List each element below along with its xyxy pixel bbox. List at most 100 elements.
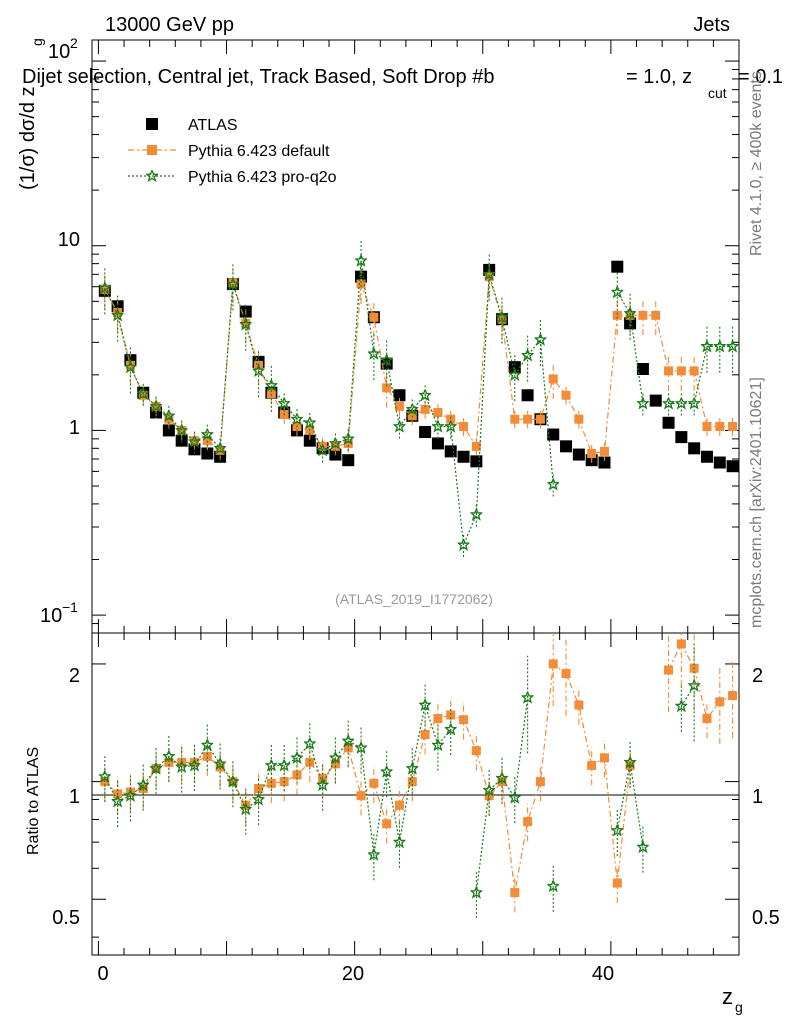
atlas-point (713, 456, 726, 469)
atlas-point (431, 437, 444, 450)
atlas-point (393, 389, 406, 402)
default-point (702, 422, 712, 432)
main-ytick-label-10: 10 (58, 229, 80, 251)
default-point (446, 414, 456, 424)
xtick-label-40: 40 (592, 963, 614, 985)
atlas-point (572, 448, 585, 461)
ratio-default-point (215, 762, 225, 772)
default-point (471, 441, 481, 451)
ratio-ytick-label-1: 1 (69, 786, 80, 808)
main-y-ticks (92, 60, 739, 634)
ratio-default-point (356, 791, 366, 801)
default-point (664, 366, 674, 376)
atlas-point (649, 394, 662, 407)
atlas-point (636, 363, 649, 376)
atlas-point (598, 456, 611, 469)
ratio-default-point (330, 759, 340, 769)
legend-label-atlas: ATLAS (188, 117, 238, 134)
ratio-default-point (574, 700, 584, 710)
pro-q2o-line (104, 260, 554, 548)
ratio-pro-q2o-point (265, 759, 278, 771)
atlas-point (521, 389, 534, 402)
ratio-default-point (587, 760, 597, 770)
atlas-point (675, 431, 688, 444)
atlas-point (162, 424, 175, 437)
default-point (241, 318, 251, 328)
default-point (574, 414, 584, 424)
legend-label-default: Pythia 6.423 default (188, 143, 330, 160)
ratio-default-point (676, 639, 686, 649)
default-point (728, 422, 738, 432)
default-point (651, 310, 661, 320)
ratio-default-point (369, 778, 379, 788)
beta-param-label: = 1.0, z (626, 66, 692, 88)
ratio-default-point (446, 710, 456, 720)
zcut-subscript: cut (708, 85, 727, 101)
ytick-exp: −1 (62, 599, 78, 615)
analysis-tag: (ATLAS_2019_I1772062) (335, 591, 493, 607)
ratio-ytick-label-2-right: 2 (752, 665, 763, 687)
legend-marker-default (147, 145, 157, 155)
ratio-default-point (715, 697, 725, 707)
ratio-default-line (104, 662, 631, 893)
rivet-label: Rivet 4.1.0, ≥ 400k events (748, 71, 765, 256)
y-axis-title-subscript: g (29, 38, 45, 46)
default-point (715, 422, 725, 432)
default-point (510, 414, 520, 424)
atlas-point (560, 440, 573, 453)
ratio-default-point (599, 753, 609, 763)
default-point (548, 374, 558, 384)
default-point (638, 310, 648, 320)
atlas-point (547, 428, 560, 441)
atlas-point (662, 416, 675, 429)
ratio-pro-q2o-line (104, 702, 452, 855)
ratio-default-point (420, 729, 430, 739)
default-point (420, 404, 430, 414)
default-point (459, 422, 469, 432)
ratio-default-point (305, 757, 315, 767)
ratio-default-point (664, 665, 674, 675)
ratio-default-point (138, 784, 148, 794)
ratio-default-point (164, 757, 174, 767)
pro-q2o-point (611, 286, 624, 298)
default-point (394, 401, 404, 411)
default-point (523, 414, 533, 424)
ratio-default-line (667, 642, 733, 720)
ratio-ytick-label-0.5: 0.5 (52, 907, 80, 929)
ratio-default-point (433, 714, 443, 724)
ratio-layer (98, 633, 738, 919)
atlas-point (419, 426, 432, 439)
default-point (433, 408, 443, 418)
zcut-value-label: = 0.1 (738, 66, 783, 88)
default-point (266, 389, 276, 399)
atlas-point (457, 450, 470, 463)
pro-q2o-point (534, 333, 547, 345)
category-label: Jets (693, 14, 730, 36)
main-y-axis-label: (1/σ) dσ/d z g (17, 38, 45, 190)
energy-label: 13000 GeV pp (105, 14, 234, 36)
atlas-point (470, 455, 483, 468)
default-point (356, 279, 366, 289)
ratio-default-point (523, 817, 533, 827)
ratio-default-point (202, 751, 212, 761)
default-point (561, 390, 571, 400)
ratio-default-point (459, 715, 469, 725)
default-point (369, 312, 379, 322)
atlas-point (342, 454, 355, 467)
ratio-y-ticks (92, 663, 739, 938)
default-point (228, 278, 238, 288)
series-layer (98, 240, 739, 557)
main-ytick-label-100: 10 2 (48, 35, 78, 63)
ratio-y-axis-label: Ratio to ATLAS (25, 747, 42, 855)
ytick-exp: 2 (70, 35, 78, 51)
ratio-default-point (382, 819, 392, 829)
ytick-base: 10 (48, 41, 70, 63)
default-point (612, 310, 622, 320)
atlas-point (700, 450, 713, 463)
ratio-default-point (728, 691, 738, 701)
ratio-default-point (471, 746, 481, 756)
atlas-point (726, 460, 739, 473)
ratio-ytick-label-2: 2 (69, 665, 80, 687)
atlas-point (303, 434, 316, 447)
